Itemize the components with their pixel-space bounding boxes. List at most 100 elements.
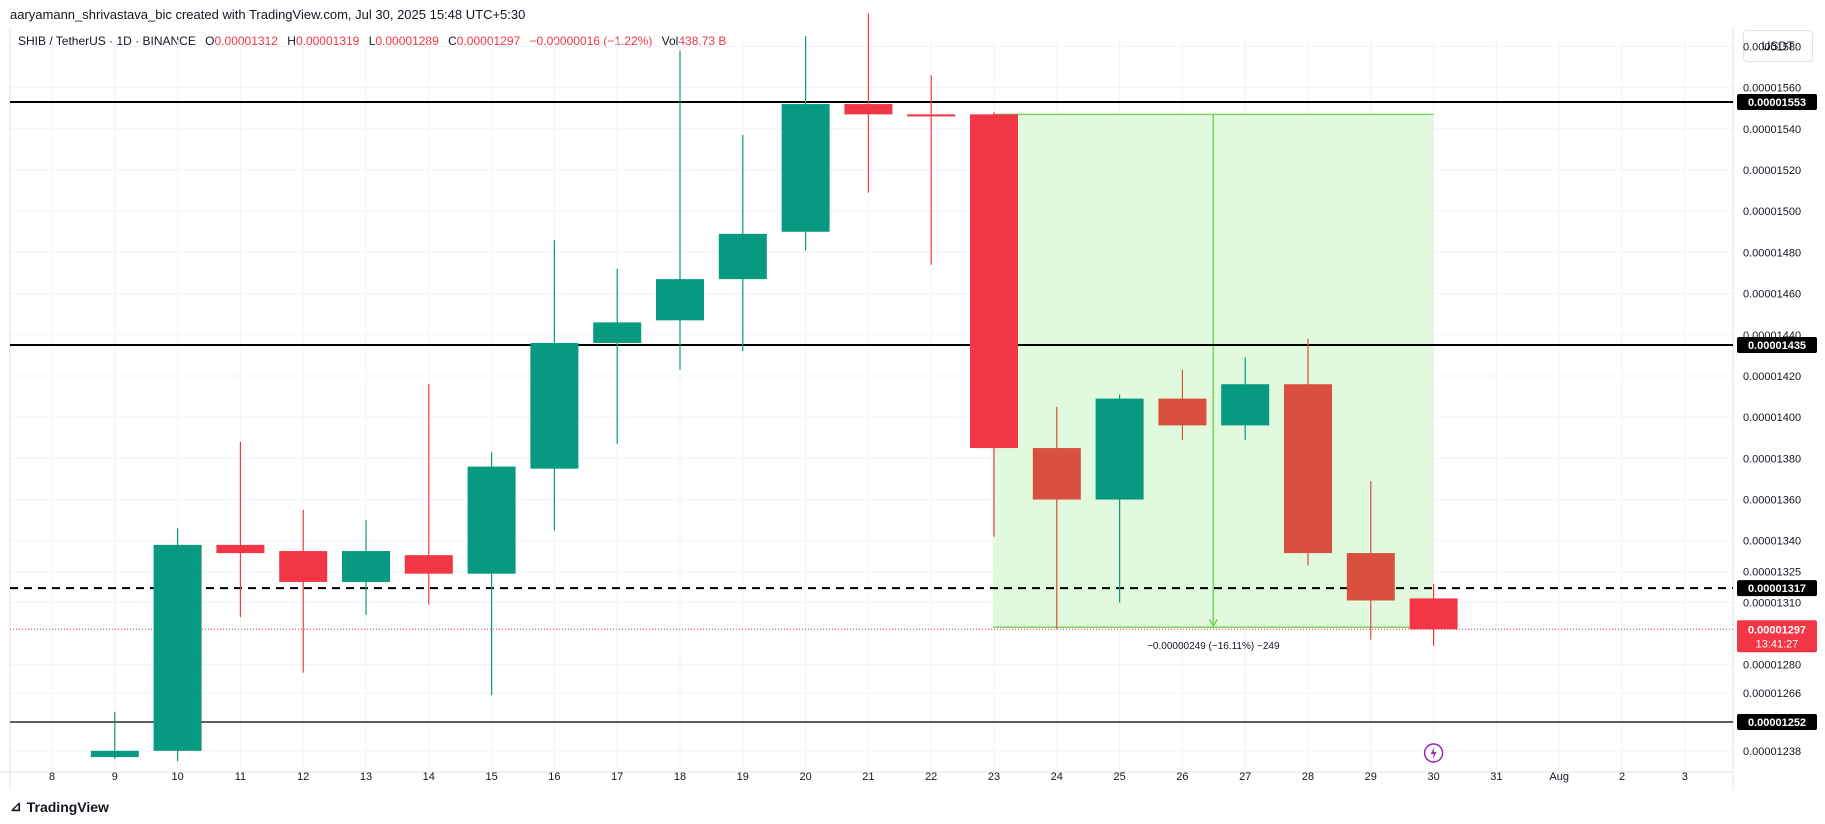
time-tick-label: 9 [112,771,118,783]
time-tick-label: 24 [1051,771,1063,783]
measure-arrow-head [1208,618,1218,628]
price-tick-label: 0.00001280 [1743,659,1801,671]
level-tag [1737,714,1817,730]
tradingview-brand: TradingView [26,798,109,815]
candle-body-10 [153,544,202,751]
time-tick-label: 25 [1113,771,1125,783]
horizontal-levels [10,101,1733,723]
time-tick-label: 22 [925,771,937,783]
time-tick-label: 8 [49,771,55,783]
price-tick-label: 0.00001400 [1743,412,1801,424]
price-tick-label: 0.00001360 [1743,495,1801,507]
price-tick-label: 0.00001238 [1743,746,1801,758]
price-tick-label: 0.00001480 [1743,247,1801,259]
candle-body-26 [1158,398,1207,426]
level-tag-label: 0.00001252 [1748,717,1806,729]
candle-body-13 [342,551,390,582]
level-tag-label: 0.00001553 [1748,97,1806,109]
candle-body-22 [907,114,956,117]
open-label: O [205,34,215,48]
time-tick-label: 3 [1682,771,1688,783]
candle-body-20 [781,104,830,232]
level-tag-label: 0.00001435 [1748,340,1806,352]
candle-body-9 [90,750,139,758]
time-tick-label: 13 [360,771,372,783]
time-tick-label: 20 [799,771,811,783]
time-axis: 8 9 10 11 12 13 14 15 16 17 18 19 20 21 22 23 24 25 26 27 28… [49,771,1688,783]
symbol-name[interactable]: SHIB / TetherUS · 1D · BINANCE [18,34,196,48]
time-tick-label: 26 [1176,771,1188,783]
chart-grid [0,28,1734,790]
price-tick-label: 0.00001380 [1743,453,1801,465]
low-label: L [368,34,376,48]
candle-body-16 [530,342,579,469]
price-tick-label: 0.00001340 [1743,536,1801,548]
candle-body-19 [718,233,767,280]
candle-body-12 [279,551,328,582]
time-tick-label: 11 [235,771,246,783]
volume-value: 438.73 B [678,34,727,48]
symbol-legend: SHIB / TetherUS · 1D · BINANCE O0.000013… [18,34,726,48]
high-label: H [287,34,296,48]
tradingview-mark-icon: ⊿ [10,798,22,814]
time-tick-label: 29 [1365,771,1377,783]
lightning-icon [1430,747,1437,759]
time-tick-label: 19 [737,771,749,783]
time-tick-label: Aug [1549,771,1569,783]
change-value: −0.00000016 (−1.22%) [529,34,653,48]
time-tick-label: 31 [1490,771,1502,783]
level-tag [1737,337,1817,354]
open-value: 0.00001312 [214,34,278,48]
price-range-measure: −0.00000249 (−16.11%) −249 [993,113,1434,652]
price-tick-label: 0.00001540 [1743,124,1801,136]
candle-body-11 [216,544,265,554]
close-label: C [448,34,457,48]
time-tick-label: 17 [611,771,623,783]
candle-body-18 [656,279,704,321]
candle-body-14 [404,555,453,574]
time-tick-label: 30 [1427,771,1439,783]
candle-body-23 [970,114,1018,449]
level-tag [1737,94,1817,110]
measure-label: −0.00000249 (−16.11%) −249 [1147,641,1280,652]
candlestick-chart[interactable]: −0.00000249 (−16.11%) −249 0.000015530.0… [0,0,1825,790]
price-tick-label: 0.00001310 [1743,598,1801,610]
candle-body-25 [1095,398,1144,500]
candle-body-28 [1284,384,1332,554]
time-tick-label: 28 [1302,771,1314,783]
price-tick-label: 0.00001420 [1743,371,1801,383]
time-tick-label: 23 [988,771,1000,783]
price-tick-label: 0.00001325 [1743,567,1801,579]
time-tick-label: 10 [171,771,183,783]
price-tick-label: 0.00001460 [1743,289,1801,301]
high-value: 0.00001319 [295,34,360,48]
price-tick-label: 0.00001560 [1743,83,1801,95]
level-tag [1737,580,1817,597]
volume-label: Vol [661,34,679,48]
low-value: 0.00001289 [375,34,439,48]
candle-body-17 [593,322,642,343]
currency-button[interactable]: USDT [1743,30,1813,62]
time-tick-label: 18 [674,771,686,783]
price-tick-label: 0.00001266 [1743,688,1801,700]
candle-body-24 [1032,448,1081,500]
price-tick-label: 0.00001520 [1743,165,1801,177]
time-tick-label: 27 [1239,771,1251,783]
time-tick-label: 21 [862,771,874,783]
chart-credit: aaryamann_shrivastava_bic created with T… [10,7,526,22]
time-tick-label: 12 [297,771,309,783]
time-tick-label: 15 [485,771,497,783]
time-tick-label: 16 [548,771,560,783]
level-tag-label: 0.00001317 [1748,583,1806,595]
candle-body-27 [1221,384,1270,426]
price-tick-label: 0.00001440 [1743,330,1801,342]
tradingview-logo[interactable]: ⊿ TradingView [10,798,109,815]
time-tick-label: 2 [1619,771,1625,783]
price-tick-label: 0.00001580 [1743,41,1801,53]
candles [90,13,1458,762]
close-value: 0.00001297 [456,34,521,48]
candle-body-21 [844,104,893,115]
price-tick-label: 0.00001500 [1743,206,1801,218]
price-axis: 0.00001553 0.00001435 0.00001317 0.00001252… [1737,41,1817,758]
last-price-tag [1737,620,1817,653]
